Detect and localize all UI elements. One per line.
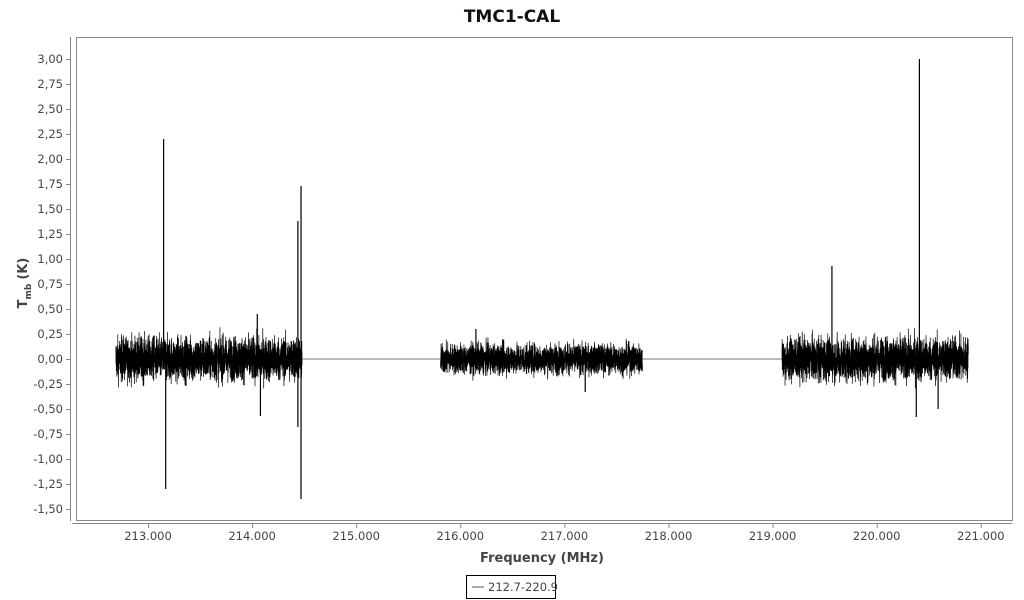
x-tick-label: 217.000 xyxy=(541,529,589,543)
x-axis-label: Frequency (MHz) xyxy=(480,551,604,566)
y-tick-label: 2,50 xyxy=(37,102,63,116)
x-axis-ticks: 213.000 214.000 215.000 216.000 217.000 218.0… xyxy=(124,524,1005,543)
plot-series xyxy=(115,59,969,499)
x-tick-label: 221.000 xyxy=(957,529,1005,543)
y-tick-label: -1,00 xyxy=(33,452,63,466)
y-tick-label: -0,75 xyxy=(33,427,63,441)
x-tick-label: 220.000 xyxy=(853,529,901,543)
y-tick-label: -1,50 xyxy=(33,502,63,516)
y-axis-label-unit: (K) xyxy=(16,258,31,280)
y-axis-label-sub: mb xyxy=(24,283,34,299)
y-tick-label: 0,50 xyxy=(37,302,63,316)
x-tick-label: 215.000 xyxy=(332,529,380,543)
x-tick-label: 213.000 xyxy=(124,529,172,543)
y-tick-label: 1,00 xyxy=(37,252,63,266)
legend-box xyxy=(466,575,556,599)
y-axis-label: Tmb (K) xyxy=(16,258,34,309)
y-axis-ticks: 3,00 2,75 2,50 2,25 2,00 1,75 1,50 1,25 1,00 0,75… xyxy=(33,52,70,516)
y-tick-label: 2,00 xyxy=(37,152,63,166)
y-tick-label: 1,75 xyxy=(37,177,63,191)
noise-segment xyxy=(781,328,969,389)
noise-segment xyxy=(115,327,303,389)
y-tick-label: 0,00 xyxy=(37,352,63,366)
legend: 212.7-220.9 xyxy=(466,575,558,599)
y-tick-label: 1,25 xyxy=(37,227,63,241)
legend-entry: 212.7-220.9 xyxy=(488,580,558,594)
y-tick-label: 2,75 xyxy=(37,77,63,91)
y-tick-label: -0,25 xyxy=(33,377,63,391)
y-tick-label: 3,00 xyxy=(37,52,63,66)
x-tick-label: 218.000 xyxy=(645,529,693,543)
plot-area-border xyxy=(76,37,1013,521)
x-tick-label: 214.000 xyxy=(228,529,276,543)
noise-segment xyxy=(440,337,643,381)
y-tick-label: -0,50 xyxy=(33,402,63,416)
y-axis-label-main: T xyxy=(16,299,31,308)
y-tick-label: -1,25 xyxy=(33,477,63,491)
y-tick-label: 1,50 xyxy=(37,202,63,216)
y-tick-label: 2,25 xyxy=(37,127,63,141)
y-tick-label: 0,75 xyxy=(37,277,63,291)
chart-title: TMC1-CAL xyxy=(464,7,561,27)
y-tick-label: 0,25 xyxy=(37,327,63,341)
x-tick-label: 216.000 xyxy=(437,529,485,543)
x-tick-label: 219.000 xyxy=(749,529,797,543)
